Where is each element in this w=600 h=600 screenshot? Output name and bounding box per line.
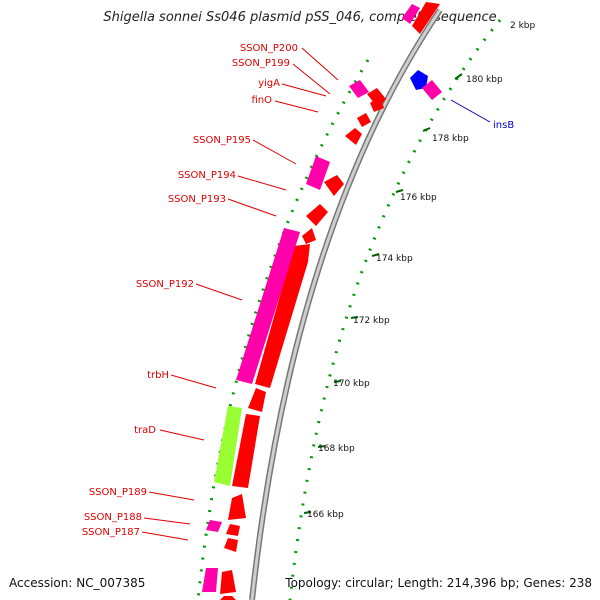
- label-sson-p199: SSON_P199: [232, 58, 290, 69]
- gene-sson-p187: [224, 538, 238, 552]
- label-sson-p187: SSON_P187: [82, 527, 140, 538]
- label-sson-p195: SSON_P195: [193, 135, 251, 146]
- scale-tick-labels: 2 kbp 180 kbp 178 kbp 176 kbp 174 kbp 17…: [307, 21, 536, 520]
- gene-trbh-major: [255, 244, 310, 388]
- gene-trad-highlight: [214, 406, 242, 486]
- gene-sson-p189: [228, 494, 246, 520]
- gene-bottom-2: [220, 596, 236, 600]
- label-sson-p194: SSON_P194: [178, 170, 236, 181]
- backbone-arc: [250, 9, 442, 600]
- insB-element: [410, 70, 428, 90]
- tick-label-2kbp: 2 kbp: [510, 21, 536, 31]
- label-sson-p193: SSON_P193: [168, 194, 226, 205]
- leader-lines: [141, 47, 339, 541]
- tick-label-178kbp: 178 kbp: [432, 134, 469, 144]
- gene-sson-p195: [306, 156, 330, 190]
- insB-reverse-gene: [422, 80, 442, 100]
- tick-label-174kbp: 174 kbp: [376, 254, 413, 264]
- gene-sson-p200-rev: [349, 80, 369, 98]
- label-sson-p189: SSON_P189: [89, 487, 147, 498]
- tick-label-172kbp: 172 kbp: [353, 316, 390, 326]
- forward-genes: [220, 88, 386, 600]
- insB-leader-line: [450, 99, 491, 123]
- gene-sson-p188: [226, 524, 240, 536]
- top-reverse-gene: [402, 4, 420, 24]
- reverse-genes: [202, 80, 369, 592]
- top-forward-gene: [412, 2, 440, 34]
- accession-text: Accession: NC_007385: [9, 576, 146, 590]
- label-fino: finO: [251, 95, 272, 106]
- label-sson-p192: SSON_P192: [136, 279, 194, 290]
- label-yiga: yigA: [258, 78, 280, 89]
- label-trad: traD: [134, 425, 156, 436]
- topology-summary: Topology: circular; Length: 214,396 bp; …: [285, 576, 592, 590]
- tick-label-176kbp: 176 kbp: [400, 193, 437, 203]
- gene-labels: SSON_P200 SSON_P199 yigA finO SSON_P195 …: [82, 43, 514, 538]
- tick-label-168kbp: 168 kbp: [318, 444, 355, 454]
- label-sson-p188: SSON_P188: [84, 512, 142, 523]
- gene-sson-p193a: [306, 204, 328, 226]
- gene-sson-p199: [370, 96, 384, 112]
- gene-sson-p192-small: [248, 388, 266, 412]
- gene-bottom-1: [220, 570, 236, 594]
- tick-label-170kbp: 170 kbp: [333, 379, 370, 389]
- gene-sson-p193b: [302, 228, 316, 244]
- map-title: Shigella sonnei Ss046 plasmid pSS_046, c…: [103, 10, 497, 25]
- tick-label-180kbp: 180 kbp: [466, 75, 503, 85]
- label-trbh: trbH: [147, 370, 169, 381]
- gene-fino: [345, 128, 362, 145]
- gene-sson-p194: [324, 175, 344, 196]
- gene-yiga: [357, 113, 371, 127]
- tick-label-166kbp: 166 kbp: [307, 510, 344, 520]
- label-insb: insB: [493, 120, 514, 131]
- label-sson-p200: SSON_P200: [240, 43, 298, 54]
- scale-ticks: [303, 73, 463, 514]
- gene-trad: [232, 414, 260, 488]
- gene-bottom-rev: [202, 568, 218, 592]
- gene-sson-p188-rev: [206, 520, 222, 532]
- gene-sson-p192: [236, 228, 300, 384]
